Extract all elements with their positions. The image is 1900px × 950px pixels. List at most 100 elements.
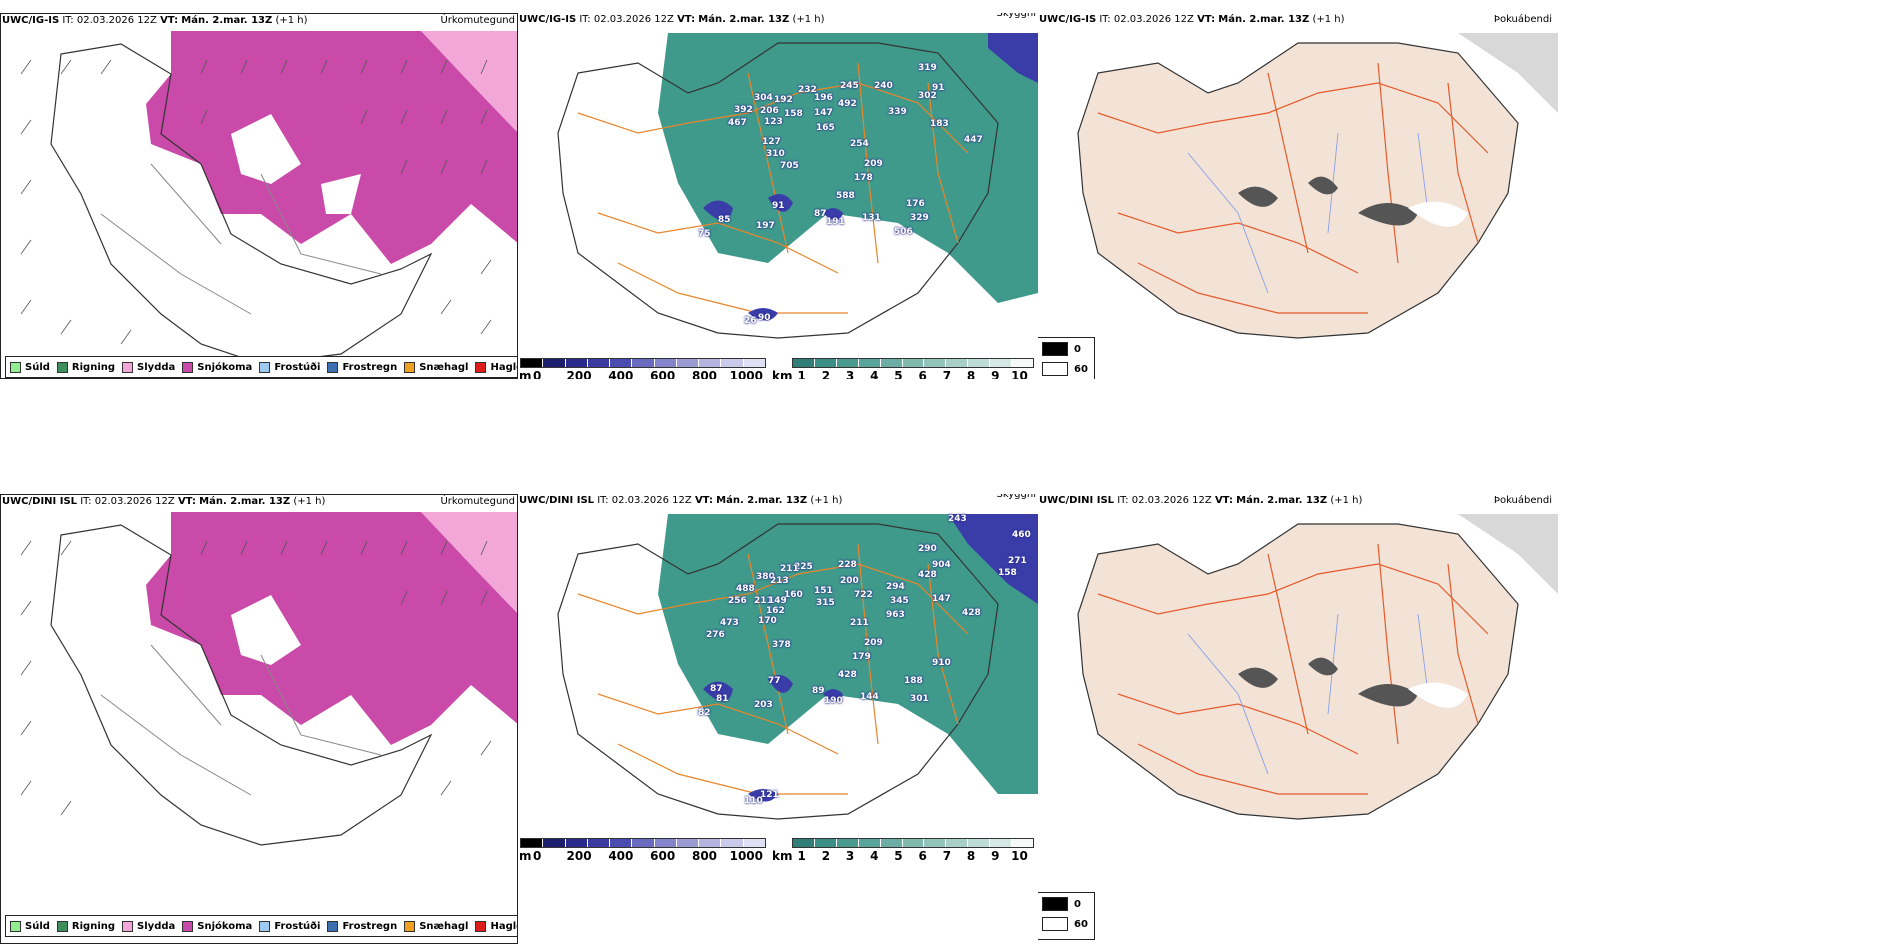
legend-item: Rigning — [56, 361, 115, 373]
colorbar-tick-label: 2 — [821, 849, 831, 863]
ceiling-value: 147 — [814, 108, 833, 118]
ceiling-value: 428 — [962, 608, 981, 618]
ceiling-value: 196 — [814, 93, 833, 103]
ceiling-value: 90 — [758, 313, 771, 323]
visibility-colorbar: km 1 2 3 4 5 6 7 8 9 10 — [772, 838, 1034, 863]
panel-title: UWC/IG-IS IT: 02.03.2026 12Z VT: Mán. 2.… — [1039, 14, 1345, 25]
ceiling-value: 460 — [1012, 530, 1031, 540]
colorbar-cell — [836, 359, 859, 367]
colorbar-tick-label: 2 — [821, 369, 831, 379]
ceiling-value: 188 — [904, 676, 923, 686]
legend-item: Frostúði — [259, 920, 320, 932]
colorbar-tick-label: 6 — [918, 849, 927, 863]
fog-index-map-row1: UWC/IG-IS IT: 02.03.2026 12Z VT: Mán. 2.… — [1038, 13, 1900, 379]
ceiling-value: 81 — [716, 694, 729, 704]
ceiling-value: 85 — [718, 215, 731, 225]
ceiling-value: 162 — [766, 606, 785, 616]
colorbar-cell — [968, 839, 991, 847]
colorbar-cell — [565, 359, 588, 367]
colorbar-tick-label: 400 — [608, 369, 634, 379]
ceiling-value: 315 — [816, 598, 835, 608]
ceiling-value: 75 — [698, 229, 711, 239]
coverage-legend: 0 60 — [1038, 892, 1095, 940]
ceiling-value: 127 — [762, 137, 781, 147]
ceiling-value: 89 — [812, 686, 825, 696]
colorbar-cell — [902, 359, 925, 367]
colorbar-cell — [610, 359, 633, 367]
colorbar-cell — [1012, 839, 1033, 847]
ceiling-value: 176 — [906, 199, 925, 209]
ceiling-value: 232 — [798, 85, 817, 95]
colorbar-tick-label: 200 — [566, 369, 592, 379]
colorbar-cell — [814, 839, 837, 847]
ceiling-value: 963 — [886, 610, 905, 620]
ceiling-value: 110 — [744, 796, 763, 806]
colorbar-cell — [946, 359, 969, 367]
ceiling-value: 209 — [864, 159, 883, 169]
legend-item: Snæhagl — [404, 920, 468, 932]
ceiling-value: 245 — [840, 81, 859, 91]
colorbar-tick-label: 5 — [894, 369, 903, 379]
colorbar-cell — [676, 839, 700, 847]
colorbar-tick-label: 1 — [797, 849, 806, 863]
colorbar-cell — [565, 839, 588, 847]
ceiling-value: 329 — [910, 213, 929, 223]
ceiling-value: 87 — [814, 209, 827, 219]
ceiling-value: 209 — [864, 638, 883, 648]
legend-item: Haglél — [475, 920, 517, 932]
colorbar-cell — [654, 359, 677, 367]
colorbar-tick-label: 9 — [991, 849, 1000, 863]
colorbar-tick-label: 0 — [533, 849, 542, 863]
colorbar-cell — [946, 839, 969, 847]
ceiling-value: 276 — [706, 630, 725, 640]
ceiling-value: 304 — [754, 93, 773, 103]
colorbar-tick-label: 4 — [870, 849, 879, 863]
ceiling-value: 144 — [860, 692, 879, 702]
ceiling-value: 428 — [918, 570, 937, 580]
precip-type-map-row2: UWC/DINI ISL IT: 02.03.2026 12Z VT: Mán.… — [0, 494, 518, 944]
legend-item: Snæhagl — [404, 361, 468, 373]
colorbar-cell — [543, 839, 566, 847]
ceiling-value: 213 — [770, 576, 789, 586]
ceiling-value: 211 — [850, 618, 869, 628]
colorbar-cell — [990, 359, 1013, 367]
ceiling-value: 243 — [948, 514, 967, 524]
colorbar-cell — [632, 839, 655, 847]
colorbar-tick-label: 4 — [870, 369, 879, 379]
colorbar-tick-label: 0 — [533, 369, 542, 379]
ceiling-value: 158 — [998, 568, 1017, 578]
precip-type-map-row1: UWC/IG-IS IT: 02.03.2026 12Z VT: Mán. 2.… — [0, 13, 518, 379]
colorbar-cell — [654, 839, 677, 847]
colorbar-tick-label: 8 — [966, 849, 976, 863]
legend-item: Rigning — [56, 920, 115, 932]
legend-item: Snjókoma — [182, 920, 252, 932]
legend-item: Frostúði — [259, 361, 320, 373]
panel-name: Þokuábendi — [1493, 495, 1552, 506]
ceiling-value: 910 — [932, 658, 951, 668]
legend-item: Slydda — [122, 361, 175, 373]
colorbar-cell — [632, 359, 655, 367]
colorbar-tick-label: 7 — [942, 369, 952, 379]
ceiling-value: 904 — [932, 560, 951, 570]
ceiling-value: 345 — [890, 596, 909, 606]
colorbar-cell — [990, 839, 1013, 847]
colorbar-cell — [743, 359, 765, 367]
colorbar-cell — [880, 359, 903, 367]
ceiling-value: 158 — [784, 109, 803, 119]
colorbar-cell — [902, 839, 925, 847]
iceland-map — [557, 33, 1038, 339]
colorbar-cell — [793, 839, 815, 847]
panel-title: UWC/DINI ISL IT: 02.03.2026 12Z VT: Mán.… — [519, 495, 843, 506]
colorbar-cell — [814, 359, 837, 367]
colorbar-cell — [699, 359, 722, 367]
ceiling-value: 149 — [768, 596, 787, 606]
colorbar-tick-label: 200 — [566, 849, 592, 863]
colorbar-cell — [743, 839, 765, 847]
ceiling-value: 191 — [826, 217, 845, 227]
ceiling-value: 240 — [874, 81, 893, 91]
colorbar-cell — [699, 839, 722, 847]
ceiling-value: 200 — [840, 576, 859, 586]
ceiling-value: 271 — [1008, 556, 1027, 566]
iceland-map — [1077, 33, 1558, 339]
colorbar-tick-label: 10 — [1011, 849, 1028, 863]
